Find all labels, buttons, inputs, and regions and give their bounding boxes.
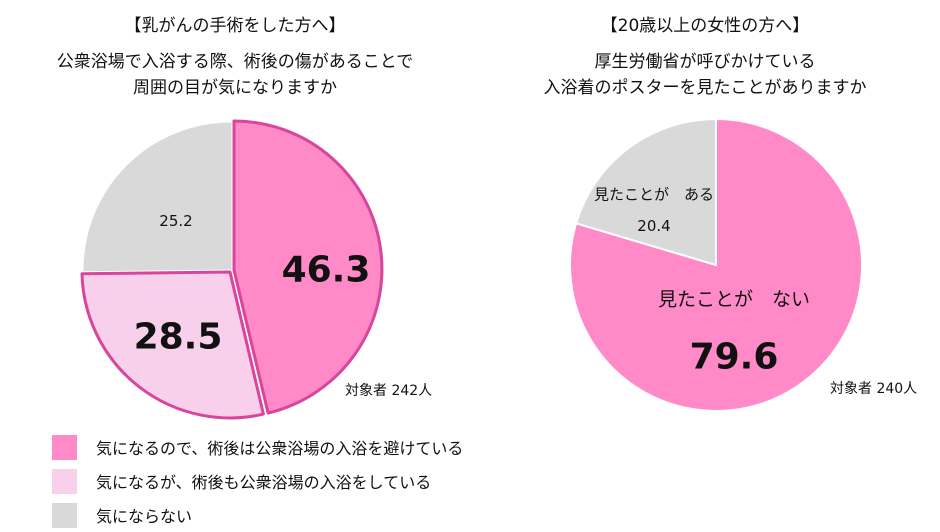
legend-item-not-concerned: 気にならない [52,498,463,532]
left-sample-size: 対象者 242人 [345,383,433,399]
label-value-not-concerned: 25.2 [159,212,193,230]
right-chart-question-line1: 厚生労働省が呼びかけている [594,52,816,72]
legend-swatch-light-pink [52,468,77,494]
left-chart-heading: 【乳がんの手術をした方へ】 [124,16,346,36]
legend-item-bathing: 気になるが、術後も公衆浴場の入浴をしている [52,464,463,498]
legend-label: 気になるが、術後も公衆浴場の入浴をしている [96,473,432,492]
right-chart-heading: 【20歳以上の女性の方へ】 [600,16,810,36]
slice-concerned-avoiding [232,119,384,415]
slice-concerned-but-bathing [80,270,265,420]
label-value-bathing: 28.5 [133,316,223,358]
left-chart-question-line2: 周囲の目が気になりますか [133,78,337,98]
left-chart-question-line1: 公衆浴場で入浴する際、術後の傷があることで [56,52,414,72]
label-seen-value: 20.4 [637,217,671,235]
label-seen: 見たことが ある [593,185,715,204]
legend-item-avoiding: 気になるので、術後は公衆浴場の入浴を避けている [52,430,463,464]
legend-swatch-pink [52,434,77,460]
legend-swatch-gray [52,502,77,528]
right-chart-question-line2: 入浴着のポスターを見たことがありますか [543,78,867,98]
slice-not-concerned [82,121,233,273]
legend-label: 気にならない [96,507,193,526]
label-not-seen: 見たことが ない [657,288,811,311]
legend-label: 気になるので、術後は公衆浴場の入浴を避けている [96,439,464,458]
label-value-avoiding: 46.3 [281,249,371,291]
label-not-seen-value: 79.6 [689,336,779,378]
legend: 気になるので、術後は公衆浴場の入浴を避けている 気になるが、術後も公衆浴場の入浴… [52,430,463,532]
right-sample-size: 対象者 240人 [830,381,918,397]
left-pie [80,119,384,420]
slice-seen [574,117,717,267]
right-pie [569,117,864,412]
